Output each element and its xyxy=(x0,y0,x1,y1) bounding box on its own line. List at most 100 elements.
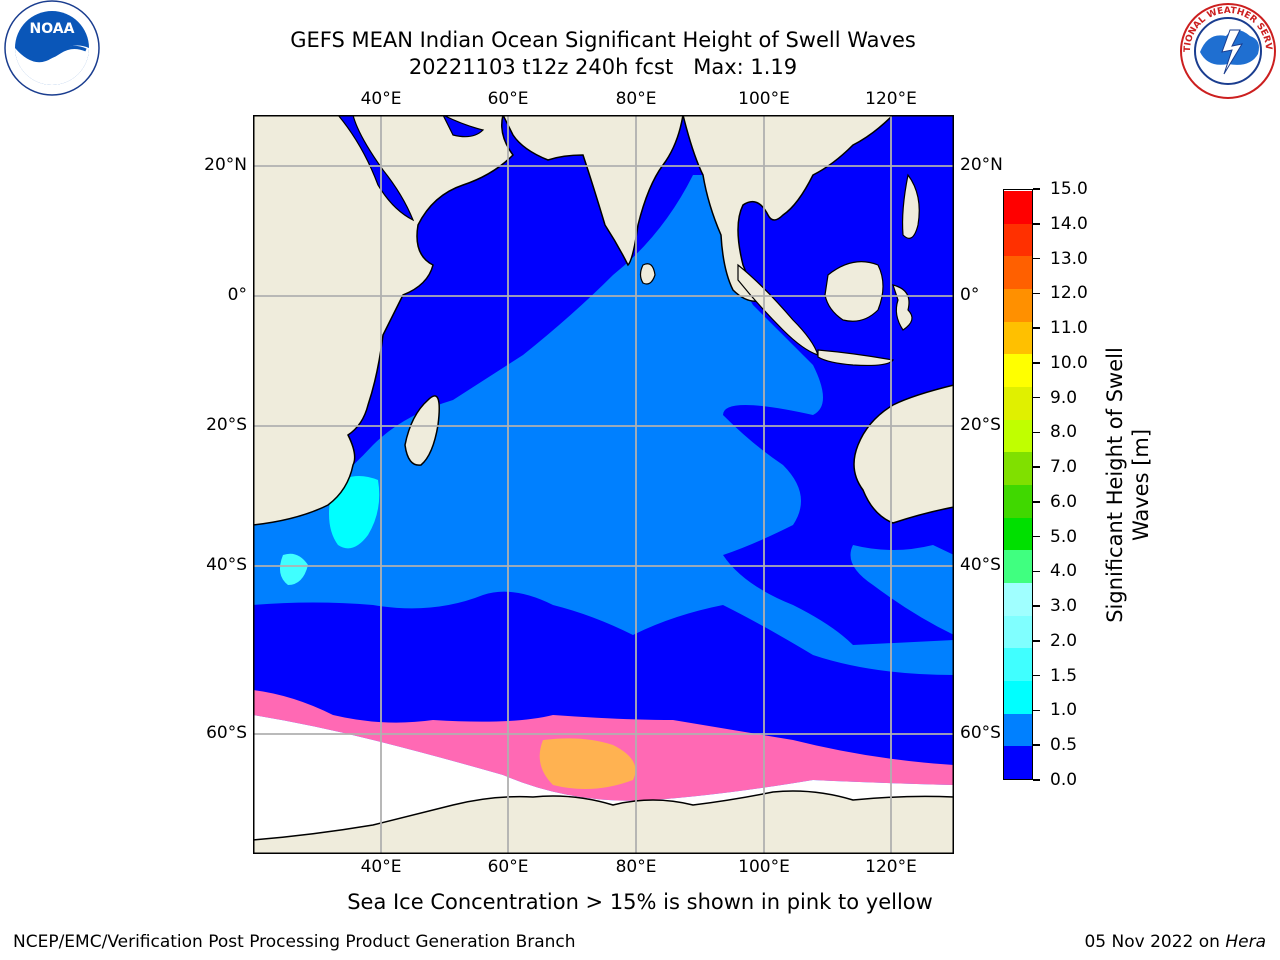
colorbar-segment xyxy=(1004,713,1032,747)
colorbar-tick-mark xyxy=(1033,188,1040,190)
colorbar-tick-label: 0.0 xyxy=(1050,770,1078,790)
colorbar-tick-mark xyxy=(1033,674,1040,677)
colorbar-tick-mark xyxy=(1033,362,1040,364)
land-antarctica xyxy=(252,790,955,855)
colorbar-tick-mark xyxy=(1033,501,1040,503)
colorbar-tick-label: 1.5 xyxy=(1050,665,1078,686)
colorbar-tick-label: 7.0 xyxy=(1050,457,1078,478)
colorbar-ticks: 0.0 0.5 1.0 1.5 2.0 3.0 4.0 5.0 6.0 7.0 8.0 9.0 10.0… xyxy=(1033,179,1113,790)
colorbar-segment xyxy=(1004,549,1032,583)
colorbar-tick-label: 14.0 xyxy=(1050,213,1088,234)
lon-tick-bottom-120e: 120°E xyxy=(865,857,917,877)
colorbar-segment xyxy=(1004,190,1032,224)
lon-tick-top-40e: 40°E xyxy=(360,89,402,109)
colorbar-tick-mark xyxy=(1033,570,1040,573)
colorbar-tick-label: 10.0 xyxy=(1050,352,1088,373)
colorbar-label-line2: Waves [m] xyxy=(1129,428,1153,542)
colorbar-tick-label: 8.0 xyxy=(1050,422,1078,443)
colorbar-tick-label: 5.0 xyxy=(1050,526,1078,547)
colorbar-tick-mark xyxy=(1033,431,1040,434)
colorbar-segment xyxy=(1004,615,1032,649)
colorbar-tick-mark xyxy=(1033,223,1040,225)
colorbar-tick-mark xyxy=(1033,605,1040,607)
lat-tick-left-20s: 20°S xyxy=(206,415,247,435)
lon-tick-bottom-40e: 40°E xyxy=(360,857,402,877)
map-title-line2: 20221103 t12z 240h fcst Max: 1.19 xyxy=(408,55,798,79)
colorbar-segment xyxy=(1004,517,1032,551)
colorbar-segment xyxy=(1004,680,1032,714)
footer-left: NCEP/EMC/Verification Post Processing Pr… xyxy=(13,932,576,952)
colorbar-tick-label: 4.0 xyxy=(1050,561,1078,582)
swell-patch-cyan-small xyxy=(279,553,308,585)
land-borneo xyxy=(824,261,884,322)
sea-ice-caption: Sea Ice Concentration > 15% is shown in … xyxy=(347,890,933,914)
colorbar-tick-mark xyxy=(1033,535,1040,538)
lat-tick-right-0: 0° xyxy=(960,285,980,305)
swell-patch-cyan xyxy=(329,476,380,549)
colorbar-tick-label: 13.0 xyxy=(1050,248,1088,269)
colorbar-segment xyxy=(1004,647,1032,681)
land-africa-arabia xyxy=(252,114,514,526)
noaa-logo-text: NOAA xyxy=(30,21,75,37)
colorbar-tick-label: 12.0 xyxy=(1050,283,1088,304)
colorbar-tick-label: 11.0 xyxy=(1050,318,1088,339)
colorbar-tick-label: 1.0 xyxy=(1050,700,1078,721)
lon-tick-top-120e: 120°E xyxy=(865,89,917,109)
land-philippines xyxy=(901,173,920,239)
colorbar-segment xyxy=(1004,582,1032,616)
nws-logo: NATIONAL WEATHER SERVICE xyxy=(1174,0,1280,102)
lon-tick-top-80e: 80°E xyxy=(615,89,657,109)
map-frame xyxy=(252,113,955,855)
colorbar-segment xyxy=(1004,419,1032,453)
colorbar-tick-label: 15.0 xyxy=(1050,179,1088,199)
lat-tick-right-40s: 40°S xyxy=(960,555,1001,575)
colorbar-tick-label: 0.5 xyxy=(1050,735,1078,756)
colorbar-segment xyxy=(1004,353,1032,387)
colorbar-tick-mark xyxy=(1033,779,1040,781)
graticule xyxy=(253,115,954,854)
colorbar-tick-mark xyxy=(1033,396,1040,399)
colorbar-segment xyxy=(1004,223,1032,257)
colorbar-tick-mark xyxy=(1033,744,1040,746)
colorbar-tick-label: 3.0 xyxy=(1050,596,1078,617)
colorbar-tick-label: 2.0 xyxy=(1050,630,1078,651)
noaa-logo: NOAA xyxy=(0,0,106,100)
land-australia xyxy=(853,384,955,524)
colorbar-segment xyxy=(1004,288,1032,322)
lat-tick-right-20s: 20°S xyxy=(960,415,1001,435)
colorbar-tick-mark xyxy=(1033,640,1040,642)
colorbar-label-line1: Significant Height of Swell xyxy=(1103,347,1127,623)
land-se-asia xyxy=(682,114,895,302)
colorbar-tick-label: 6.0 xyxy=(1050,491,1078,512)
footer-date: 05 Nov 2022 on xyxy=(1084,932,1226,952)
colorbar xyxy=(1003,189,1033,780)
lon-tick-bottom-80e: 80°E xyxy=(615,857,657,877)
lat-tick-right-60s: 60°S xyxy=(960,723,1001,743)
colorbar-segment xyxy=(1004,386,1032,420)
footer-host: Hera xyxy=(1225,932,1266,952)
colorbar-tick-label: 9.0 xyxy=(1050,387,1078,408)
lat-tick-left-40s: 40°S xyxy=(206,555,247,575)
colorbar-segment xyxy=(1004,484,1032,518)
colorbar-segment xyxy=(1004,745,1032,779)
land-sri-lanka xyxy=(639,263,656,285)
map-title-line1: GEFS MEAN Indian Ocean Significant Heigh… xyxy=(290,28,916,52)
lon-tick-top-60e: 60°E xyxy=(487,89,529,109)
swell-region-light xyxy=(253,175,954,675)
colorbar-tick-mark xyxy=(1033,709,1040,712)
colorbar-segment xyxy=(1004,451,1032,485)
colorbar-tick-mark xyxy=(1033,257,1040,260)
colorbar-segment xyxy=(1004,321,1032,355)
lon-tick-top-100e: 100°E xyxy=(738,89,790,109)
land-java xyxy=(817,349,895,367)
colorbar-tick-mark xyxy=(1033,327,1040,329)
footer-right: 05 Nov 2022 on Hera xyxy=(1084,932,1266,952)
lat-tick-left-60s: 60°S xyxy=(206,723,247,743)
lon-tick-bottom-100e: 100°E xyxy=(738,857,790,877)
map-border xyxy=(253,115,954,854)
swell-region-light-east xyxy=(850,545,954,635)
lat-tick-right-20n: 20°N xyxy=(960,155,1003,175)
sea-ice-yellow xyxy=(539,738,636,789)
colorbar-tick-mark xyxy=(1033,466,1040,468)
colorbar-tick-mark xyxy=(1033,292,1040,295)
